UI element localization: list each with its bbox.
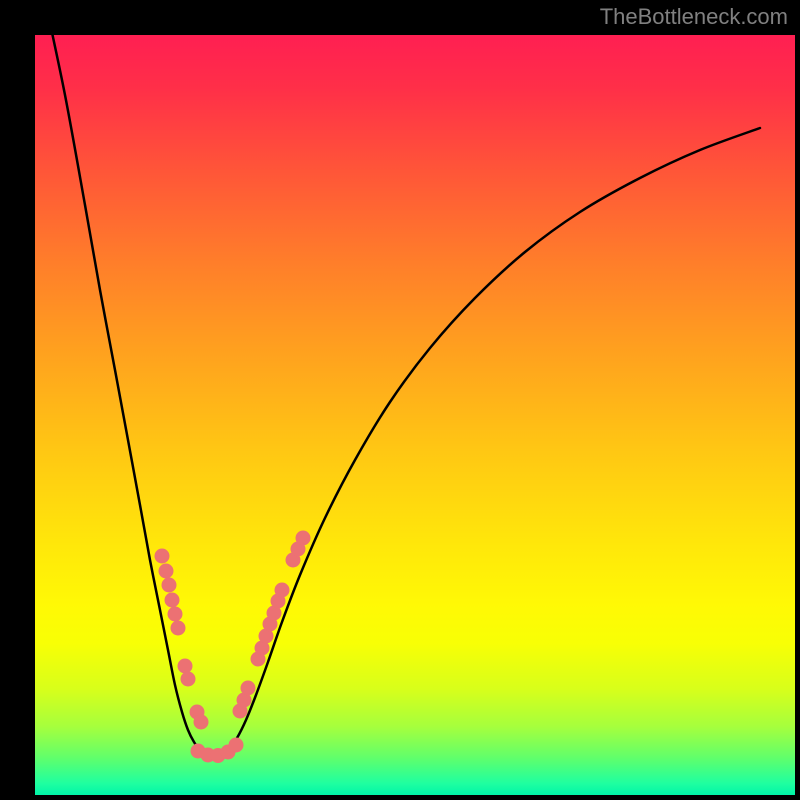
- marker-left: [181, 672, 196, 687]
- plot-background-gradient: [35, 35, 795, 795]
- marker-left: [159, 564, 174, 579]
- marker-left: [165, 593, 180, 608]
- watermark-text: TheBottleneck.com: [600, 4, 788, 30]
- marker-left: [194, 715, 209, 730]
- chart-svg: [0, 0, 800, 800]
- marker-left: [171, 621, 186, 636]
- figure-root: TheBottleneck.com: [0, 0, 800, 800]
- marker-left: [168, 607, 183, 622]
- marker-bottom: [229, 738, 244, 753]
- marker-left: [155, 549, 170, 564]
- marker-left: [162, 578, 177, 593]
- marker-right: [275, 583, 290, 598]
- marker-left: [178, 659, 193, 674]
- marker-right: [296, 531, 311, 546]
- marker-right: [241, 681, 256, 696]
